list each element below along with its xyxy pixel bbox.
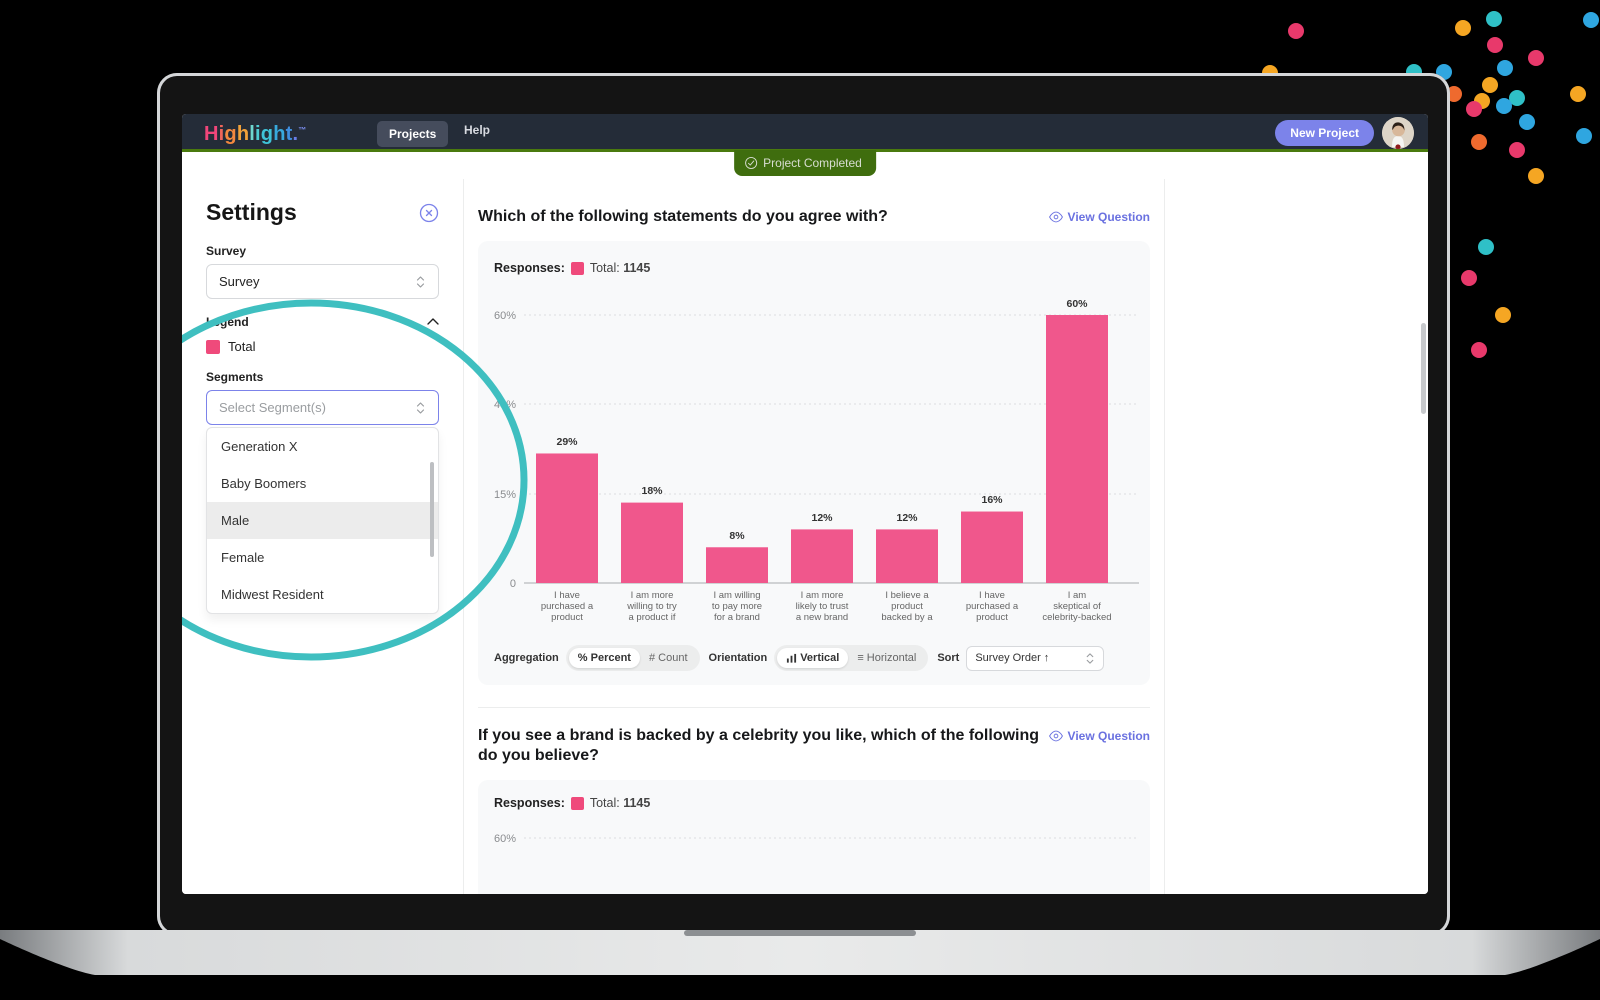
svg-text:16%: 16% [981, 494, 1003, 506]
svg-text:I am: I am [1068, 590, 1087, 601]
svg-text:60%: 60% [494, 310, 516, 322]
svg-text:I have: I have [554, 590, 580, 601]
svg-text:product: product [551, 612, 583, 623]
svg-text:60%: 60% [1066, 298, 1088, 310]
svg-text:60%: 60% [494, 833, 516, 845]
svg-text:product: product [976, 612, 1008, 623]
svg-text:a product if: a product if [629, 612, 676, 623]
svg-text:for a brand: for a brand [714, 612, 760, 623]
svg-text:a new brand: a new brand [796, 612, 848, 623]
svg-text:to pay more: to pay more [712, 601, 762, 612]
svg-text:purchased a: purchased a [541, 601, 594, 612]
svg-text:I am willing: I am willing [714, 590, 761, 601]
svg-text:I am more: I am more [631, 590, 674, 601]
svg-text:willing to try: willing to try [626, 601, 677, 612]
svg-text:purchased a: purchased a [966, 601, 1019, 612]
svg-text:likely to trust: likely to trust [796, 601, 849, 612]
svg-text:skeptical of: skeptical of [1053, 601, 1101, 612]
svg-text:I have: I have [979, 590, 1005, 601]
svg-text:celebrity-backed: celebrity-backed [1042, 612, 1111, 623]
svg-text:0: 0 [510, 578, 516, 590]
svg-text:product: product [891, 601, 923, 612]
svg-text:12%: 12% [896, 512, 918, 524]
svg-text:I believe a: I believe a [885, 590, 929, 601]
svg-text:15%: 15% [494, 489, 516, 501]
svg-text:29%: 29% [556, 436, 578, 448]
svg-text:backed by a: backed by a [881, 612, 933, 623]
svg-text:8%: 8% [729, 530, 745, 542]
svg-text:I am more: I am more [801, 590, 844, 601]
svg-text:45%: 45% [494, 399, 516, 411]
svg-text:12%: 12% [811, 512, 833, 524]
svg-text:18%: 18% [641, 485, 663, 497]
